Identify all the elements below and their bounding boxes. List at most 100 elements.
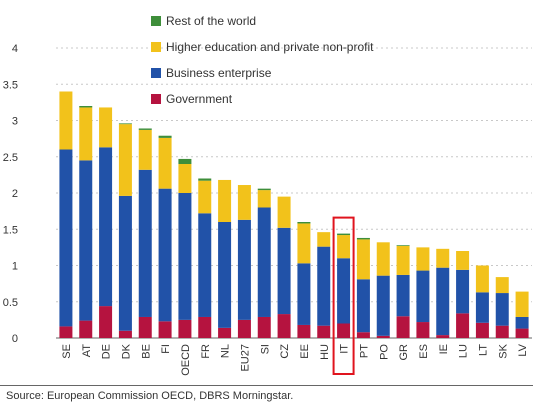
legend-swatch [151,94,161,104]
legend-label: Business enterprise [166,66,272,80]
bar-segment [59,91,73,150]
bar-segment [297,324,311,338]
bar-segment [396,245,410,246]
bar-segment [456,269,470,314]
x-tick-label: EU27 [239,344,251,372]
bar-segment [317,246,331,326]
bar-segment [495,325,509,338]
bar-segment [138,169,152,317]
bar-segment [337,323,351,338]
bar-segment [376,335,390,338]
bar-segment [416,270,430,323]
bar-segment [356,237,370,240]
bar-segment [356,279,370,333]
bar-segment [237,219,251,320]
bar-segment [178,319,192,338]
source-note: Source: European Commission OECD, DBRS M… [6,390,294,402]
bar-segment [277,227,291,315]
bar-segment [138,129,152,170]
bar-segment [178,164,192,193]
bar-segment [515,316,529,329]
legend-label: Higher education and private non-profit [166,40,374,54]
bar-segment [99,147,113,307]
x-tick-label: SE [61,344,73,359]
bar-segment [198,180,212,214]
bar-segment [297,222,311,224]
y-tick-label: 1.5 [3,224,18,236]
bar-segment [475,322,489,338]
bar-segment [178,193,192,320]
bar-segment [257,190,271,208]
highlight-box [332,216,355,375]
bar-segment [218,327,232,338]
bar-segment [337,258,351,324]
bar-segment [59,326,73,338]
bar-segment [158,321,172,338]
bar-segment [515,328,529,338]
bar-segment [158,135,172,138]
bar-segment [396,316,410,338]
x-tick-label: LU [458,344,470,358]
bar-segment [376,242,390,276]
bar-segment [79,107,93,161]
x-tick-label: HU [319,344,331,360]
bar-segment [356,332,370,338]
x-tick-label: EE [299,344,311,359]
x-tick-label: FI [160,344,172,354]
bar-segment [456,313,470,338]
y-tick-label: 4 [12,43,18,55]
stacked-bar-chart: 0 0.5 1 1.5 2 2.5 3 3.5 4 SE AT DE DK BE FI OECD FR NL EU2… [3,14,532,376]
bar-segment [436,335,450,338]
bar-segment [376,275,390,336]
x-tick-label: LV [517,343,529,356]
y-tick-label: 2 [12,188,18,200]
bar-segment [178,158,192,164]
bar-segment [436,267,450,336]
x-tick-label: FR [200,344,212,359]
bar-segment [138,128,152,130]
x-tick-label: ES [418,344,430,359]
x-tick-label: SK [497,343,509,358]
bar-segment [99,306,113,338]
x-tick-label: DK [120,343,132,359]
bar-segment [118,330,132,338]
bar-segment [337,233,351,236]
x-tick-label: PO [378,344,390,360]
legend-label: Government [166,92,233,106]
bar-segment [396,274,410,317]
bar-segment [475,292,489,323]
x-tick-label: GR [398,344,410,361]
x-tick-label: LT [477,344,489,356]
bar-segment [436,248,450,268]
bar-segment [317,232,331,247]
x-tick-label: NL [220,344,232,358]
bar-segment [218,179,232,222]
x-tick-label: PT [358,344,370,358]
y-tick-label: 3 [12,116,18,128]
bar-segment [158,137,172,189]
x-tick-label: DE [101,344,113,359]
y-tick-label: 0 [12,333,18,345]
bar-segment [396,245,410,275]
bar-segment [277,314,291,338]
bar-segment [317,325,331,338]
bar-segment [237,185,251,220]
bar-segment [237,319,251,338]
y-tick-label: 3.5 [3,79,18,91]
bar-segment [59,149,73,327]
bar-segment [158,188,172,322]
x-tick-label: OECD [180,344,192,376]
legend-swatch [151,42,161,52]
bar-segment [198,213,212,317]
bar-segment [138,316,152,338]
bar-segment [337,235,351,259]
bar-segment [475,265,489,293]
bar-segment [495,293,509,326]
source-divider [0,385,533,386]
bar-segment [257,188,271,191]
legend-label: Rest of the world [166,14,256,28]
bar-segment [416,322,430,338]
x-tick-label: IE [438,344,450,354]
bar-segment [118,124,132,196]
bar-segment [118,195,132,331]
